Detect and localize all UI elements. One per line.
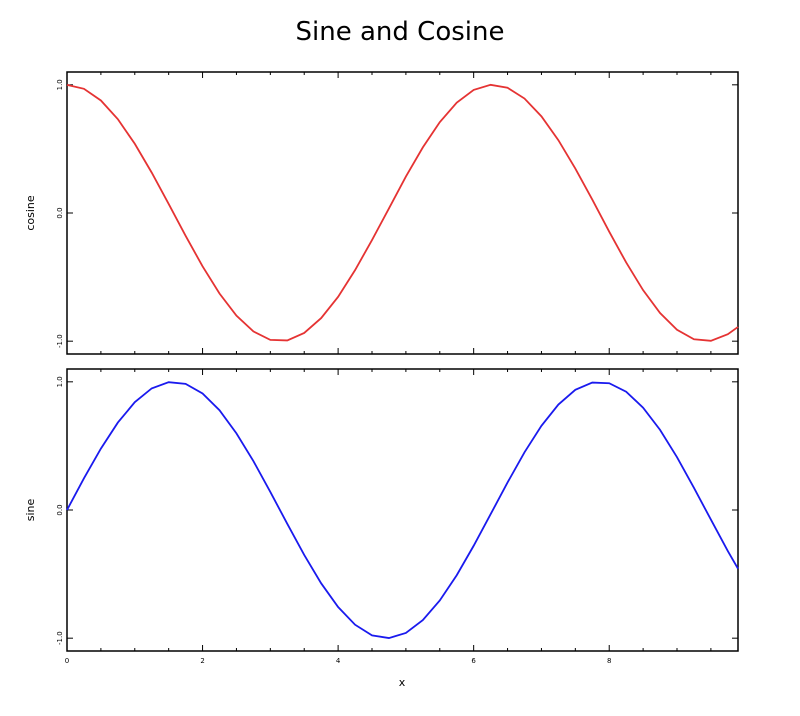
x-tick-label: 4 <box>336 657 341 665</box>
subplot-2-frame <box>66 368 739 652</box>
panels: -1.0 0.0 1.0 cosine -1.0 0.0 1.0 sine 0 2 4 6 8 <box>24 71 739 665</box>
subplot-2-y-tick-label: 0.0 <box>56 504 64 515</box>
subplot-2-y-tick-label: -1.0 <box>56 631 64 645</box>
subplot-2-series-line-1 <box>66 381 739 639</box>
x-tick-label: 8 <box>607 657 611 665</box>
x-tick-label: 0 <box>65 657 69 665</box>
x-tick-label: 2 <box>200 657 204 665</box>
subplot-1-series-line-1 <box>66 83 739 342</box>
x-tick-label: 6 <box>471 657 476 665</box>
subplot-1-y-tick-label: 1.0 <box>56 79 64 90</box>
subplot-2-y-axis-label: sine <box>24 499 37 522</box>
x-axis-label: x <box>399 676 406 689</box>
chart-title: Sine and Cosine <box>296 17 505 47</box>
subplot-1-y-tick-label: 0.0 <box>56 207 64 218</box>
subplot-1-y-tick-label: -1.0 <box>56 334 64 348</box>
subplot-2-y-tick-label: 1.0 <box>56 376 64 387</box>
subplot-1-frame <box>66 71 739 355</box>
subplot-1-y-axis-label: cosine <box>24 195 37 231</box>
